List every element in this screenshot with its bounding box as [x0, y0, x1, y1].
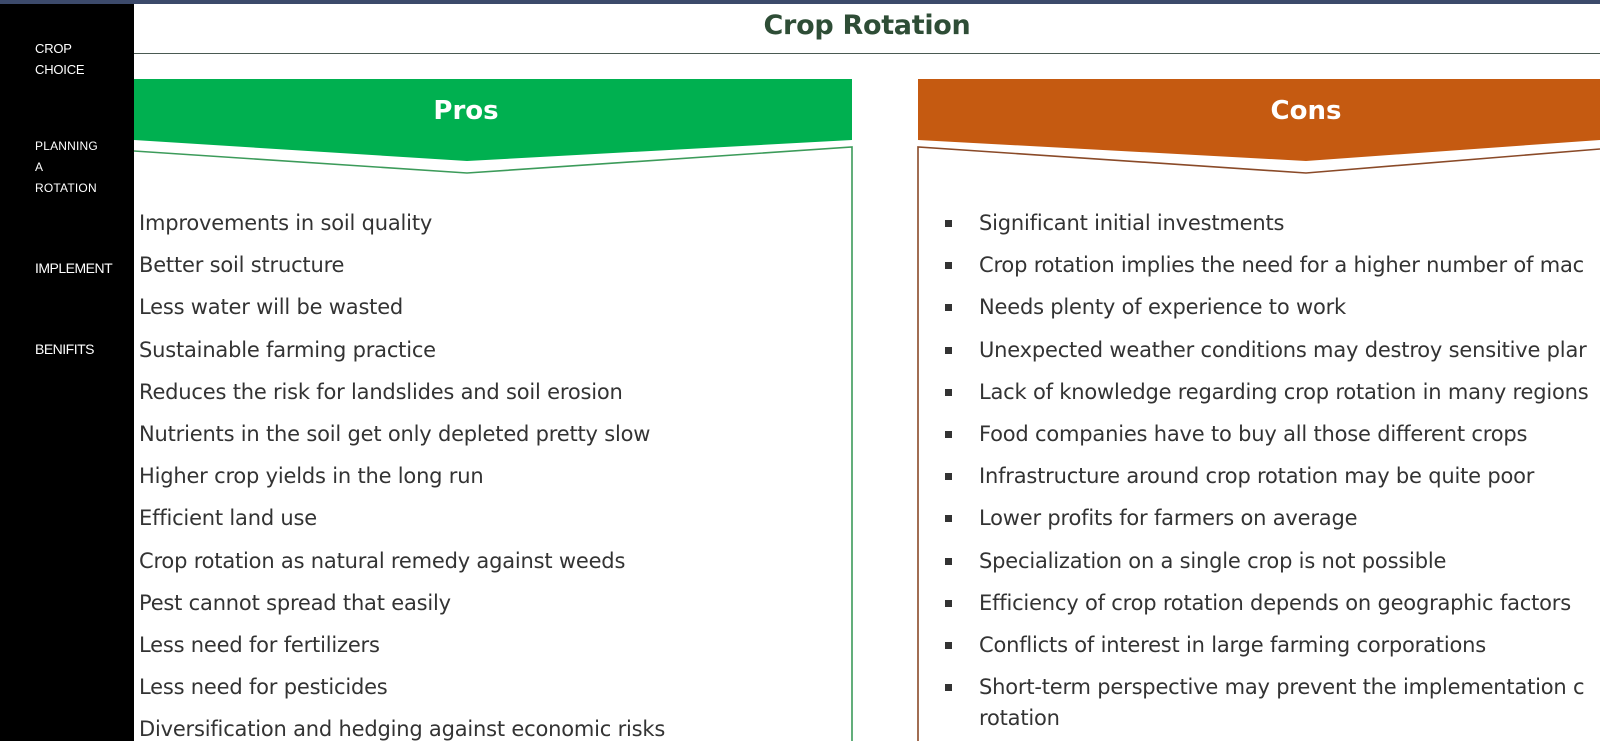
cons-item: Crop rotation implies the need for a hig… [938, 250, 1600, 281]
square-bullet-icon [945, 262, 952, 270]
pros-list: Improvements in soil quality Better soil… [139, 208, 665, 741]
cons-item-text: Specialization on a single crop is not p… [979, 548, 1447, 573]
cons-item-text: Significant initial investments [979, 211, 1285, 235]
pros-item: Reduces the risk for landslides and soil… [139, 379, 623, 404]
slide-title: Crop Rotation [763, 10, 971, 41]
sidebar-nav: CROP CHOICE PLANNING A ROTATION IMPLEMEN… [0, 4, 134, 741]
cons-item-text: Conflicts of interest in large farming c… [979, 632, 1486, 657]
cons-item-text: Crop rotation implies the need for a hig… [979, 253, 1584, 278]
cons-item: Needs plenty of experience to work [938, 292, 1600, 323]
nav-label-line: CROP [35, 41, 72, 56]
pros-header-label: Pros [433, 96, 499, 126]
cons-box-outline [917, 146, 1600, 741]
pros-item: Improvements in soil quality [139, 211, 433, 235]
pros-item: Less need for pesticides [139, 675, 388, 700]
cons-item-text: Efficiency of crop rotation depends on g… [979, 590, 1571, 615]
cons-item-text: Food companies have to buy all those dif… [979, 421, 1528, 446]
top-border [0, 0, 1600, 4]
square-bullet-icon [945, 346, 952, 354]
pros-item: Less water will be wasted [139, 295, 404, 320]
pros-item: Better soil structure [139, 253, 345, 278]
pros-item: Less need for fertilizers [139, 632, 380, 657]
nav-item-implement[interactable]: IMPLEMENT [35, 258, 130, 279]
cons-item-text: Unexpected weather conditions may destro… [979, 337, 1587, 362]
cons-item: Short-term perspective may prevent the i… [938, 672, 1600, 734]
title-divider [134, 53, 1600, 54]
cons-item: Unexpected weather conditions may destro… [938, 335, 1600, 366]
nav-label-line: IMPLEMENT [35, 260, 113, 276]
cons-item-text-continuation: rotation [979, 706, 1060, 731]
square-bullet-icon [945, 641, 952, 649]
cons-item: Specialization on a single crop is not p… [938, 546, 1600, 577]
square-bullet-icon [945, 430, 952, 438]
cons-list: Significant initial investments Crop rot… [938, 208, 1600, 734]
cons-item-text: Lack of knowledge regarding crop rotatio… [979, 379, 1589, 404]
pros-item: Pest cannot spread that easily [139, 590, 451, 615]
nav-label-line: PLANNING [35, 139, 98, 153]
pros-item: Efficient land use [139, 506, 317, 531]
square-bullet-icon [945, 388, 952, 396]
cons-item-text: Lower profits for farmers on average [979, 506, 1358, 531]
square-bullet-icon [945, 599, 952, 607]
nav-label-line: BENIFITS [35, 341, 95, 357]
pros-item: Nutrients in the soil get only depleted … [139, 421, 651, 446]
nav-item-benifits[interactable]: BENIFITS [35, 339, 130, 360]
cons-item: Lack of knowledge regarding crop rotatio… [938, 377, 1600, 408]
nav-label-line: ROTATION [35, 181, 97, 195]
pros-item: Crop rotation as natural remedy against … [139, 548, 626, 573]
cons-item: Conflicts of interest in large farming c… [938, 630, 1600, 661]
square-bullet-icon [945, 684, 952, 692]
cons-item-text: Short-term perspective may prevent the i… [979, 675, 1585, 700]
nav-label-line: CHOICE [35, 62, 85, 77]
nav-item-planning-a-rotation[interactable]: PLANNING A ROTATION [35, 136, 130, 199]
cons-item-text: Infrastructure around crop rotation may … [979, 464, 1535, 489]
cons-item: Infrastructure around crop rotation may … [938, 461, 1600, 492]
cons-item-text: Needs plenty of experience to work [979, 295, 1346, 320]
pros-header-shape [134, 79, 852, 161]
cons-header-shape [918, 79, 1600, 161]
pros-item: Higher crop yields in the long run [139, 464, 484, 489]
square-bullet-icon [945, 515, 952, 523]
square-bullet-icon [945, 473, 952, 481]
pros-box-outline [133, 146, 853, 741]
pros-item: Sustainable farming practice [139, 337, 436, 362]
square-bullet-icon [945, 557, 952, 565]
pros-item: Diversification and hedging against econ… [139, 717, 666, 741]
nav-item-crop-choice[interactable]: CROP CHOICE [35, 38, 130, 80]
square-bullet-icon [945, 220, 952, 227]
cons-item: Significant initial investments [938, 208, 1600, 239]
square-bullet-icon [945, 304, 952, 312]
cons-item: Efficiency of crop rotation depends on g… [938, 588, 1600, 619]
cons-header-label: Cons [1270, 96, 1342, 126]
cons-item: Food companies have to buy all those dif… [938, 419, 1600, 450]
cons-item: Lower profits for farmers on average [938, 503, 1600, 534]
nav-label-line: A [35, 160, 44, 174]
